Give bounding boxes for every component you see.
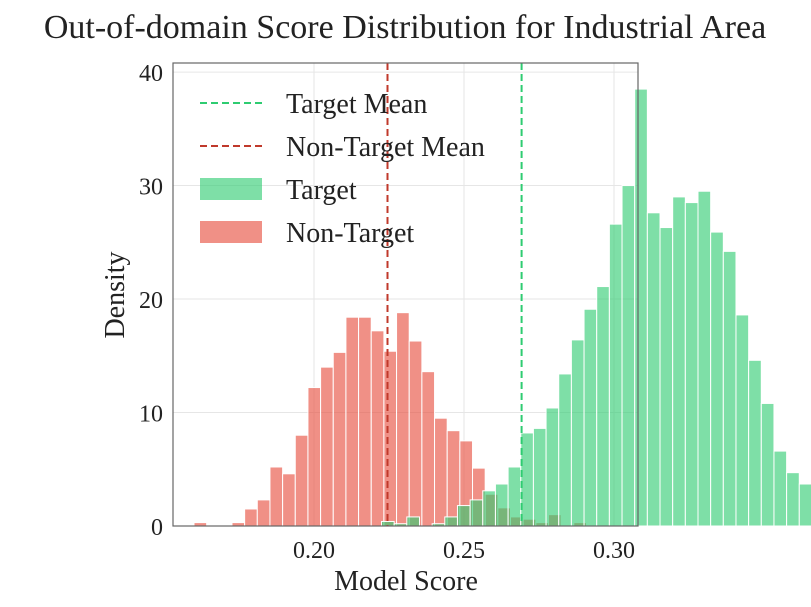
- non-target-bar: [396, 312, 410, 527]
- plot-frame: [172, 62, 639, 527]
- legend: Target Mean Non-Target Mean Target Non-Targ…: [200, 89, 485, 249]
- y-tick-label: 30: [139, 175, 163, 201]
- legend-label-non-target: Non-Target: [286, 218, 414, 249]
- target-bar: [634, 88, 648, 527]
- non-target-bar: [345, 316, 360, 527]
- y-tick-label: 0: [151, 515, 163, 541]
- target-bar: [722, 250, 737, 527]
- target-bar: [684, 202, 699, 527]
- target-bar: [583, 308, 598, 527]
- target-bar: [760, 402, 775, 527]
- legend-swatch-target: [200, 178, 262, 200]
- target-bar: [596, 286, 610, 527]
- target-bar: [520, 432, 534, 527]
- x-tick-label: 0.20: [293, 538, 335, 564]
- target-bar: [507, 466, 522, 527]
- non-target-bar: [269, 466, 284, 527]
- non-target-bar: [421, 371, 436, 527]
- mean-lines: [386, 63, 523, 526]
- non-target-bar: [294, 434, 309, 527]
- y-axis-ticks: 0 10 20 30 40: [139, 61, 163, 541]
- legend-label-target-mean: Target Mean: [286, 89, 427, 120]
- target-bar: [570, 339, 585, 527]
- target-bar: [444, 516, 458, 527]
- target-bar: [710, 231, 724, 527]
- non-target-bar: [256, 499, 271, 527]
- non-target-bar: [358, 316, 372, 527]
- non-target-bar: [408, 340, 423, 527]
- non-target-bar: [282, 473, 296, 527]
- y-tick-label: 20: [139, 288, 163, 314]
- target-bar: [773, 450, 788, 527]
- y-axis-label: Density: [100, 251, 131, 338]
- target-bar: [469, 499, 484, 527]
- y-tick-label: 10: [139, 402, 163, 428]
- y-tick-label: 40: [139, 61, 163, 87]
- non-target-bar: [434, 417, 448, 527]
- target-bar: [748, 359, 762, 527]
- target-bar: [735, 314, 750, 527]
- non-target-bar: [320, 366, 334, 527]
- x-tick-label: 0.30: [593, 538, 635, 564]
- target-bar: [456, 505, 471, 527]
- target-bar: [558, 373, 572, 527]
- target-bar: [494, 483, 509, 527]
- chart-title: Out-of-domain Score Distribution for Ind…: [44, 9, 766, 46]
- target-bar: [482, 490, 496, 527]
- target-bar: [697, 190, 712, 527]
- target-bar: [545, 407, 560, 527]
- non-target-bar: [370, 330, 385, 527]
- legend-label-target: Target: [286, 175, 357, 206]
- legend-swatch-non-target: [200, 221, 262, 243]
- non-target-bar: [307, 387, 322, 527]
- legend-label-non-target-mean: Non-Target Mean: [286, 132, 485, 163]
- target-bar: [798, 483, 811, 527]
- target-bar: [672, 196, 686, 527]
- x-axis-label: Model Score: [334, 566, 478, 597]
- target-bar: [608, 223, 623, 527]
- target-bar: [406, 516, 420, 527]
- non-target-bar: [383, 350, 398, 527]
- target-bars: [381, 88, 811, 527]
- target-bar: [786, 472, 800, 527]
- target-bar: [621, 185, 636, 527]
- non-target-bar: [244, 508, 258, 527]
- x-axis-ticks: 0.20 0.25 0.30: [293, 538, 635, 564]
- target-bar: [659, 227, 674, 527]
- target-bar: [532, 427, 547, 527]
- x-tick-label: 0.25: [443, 538, 485, 564]
- target-bar: [646, 212, 661, 527]
- non-target-bar: [332, 351, 347, 527]
